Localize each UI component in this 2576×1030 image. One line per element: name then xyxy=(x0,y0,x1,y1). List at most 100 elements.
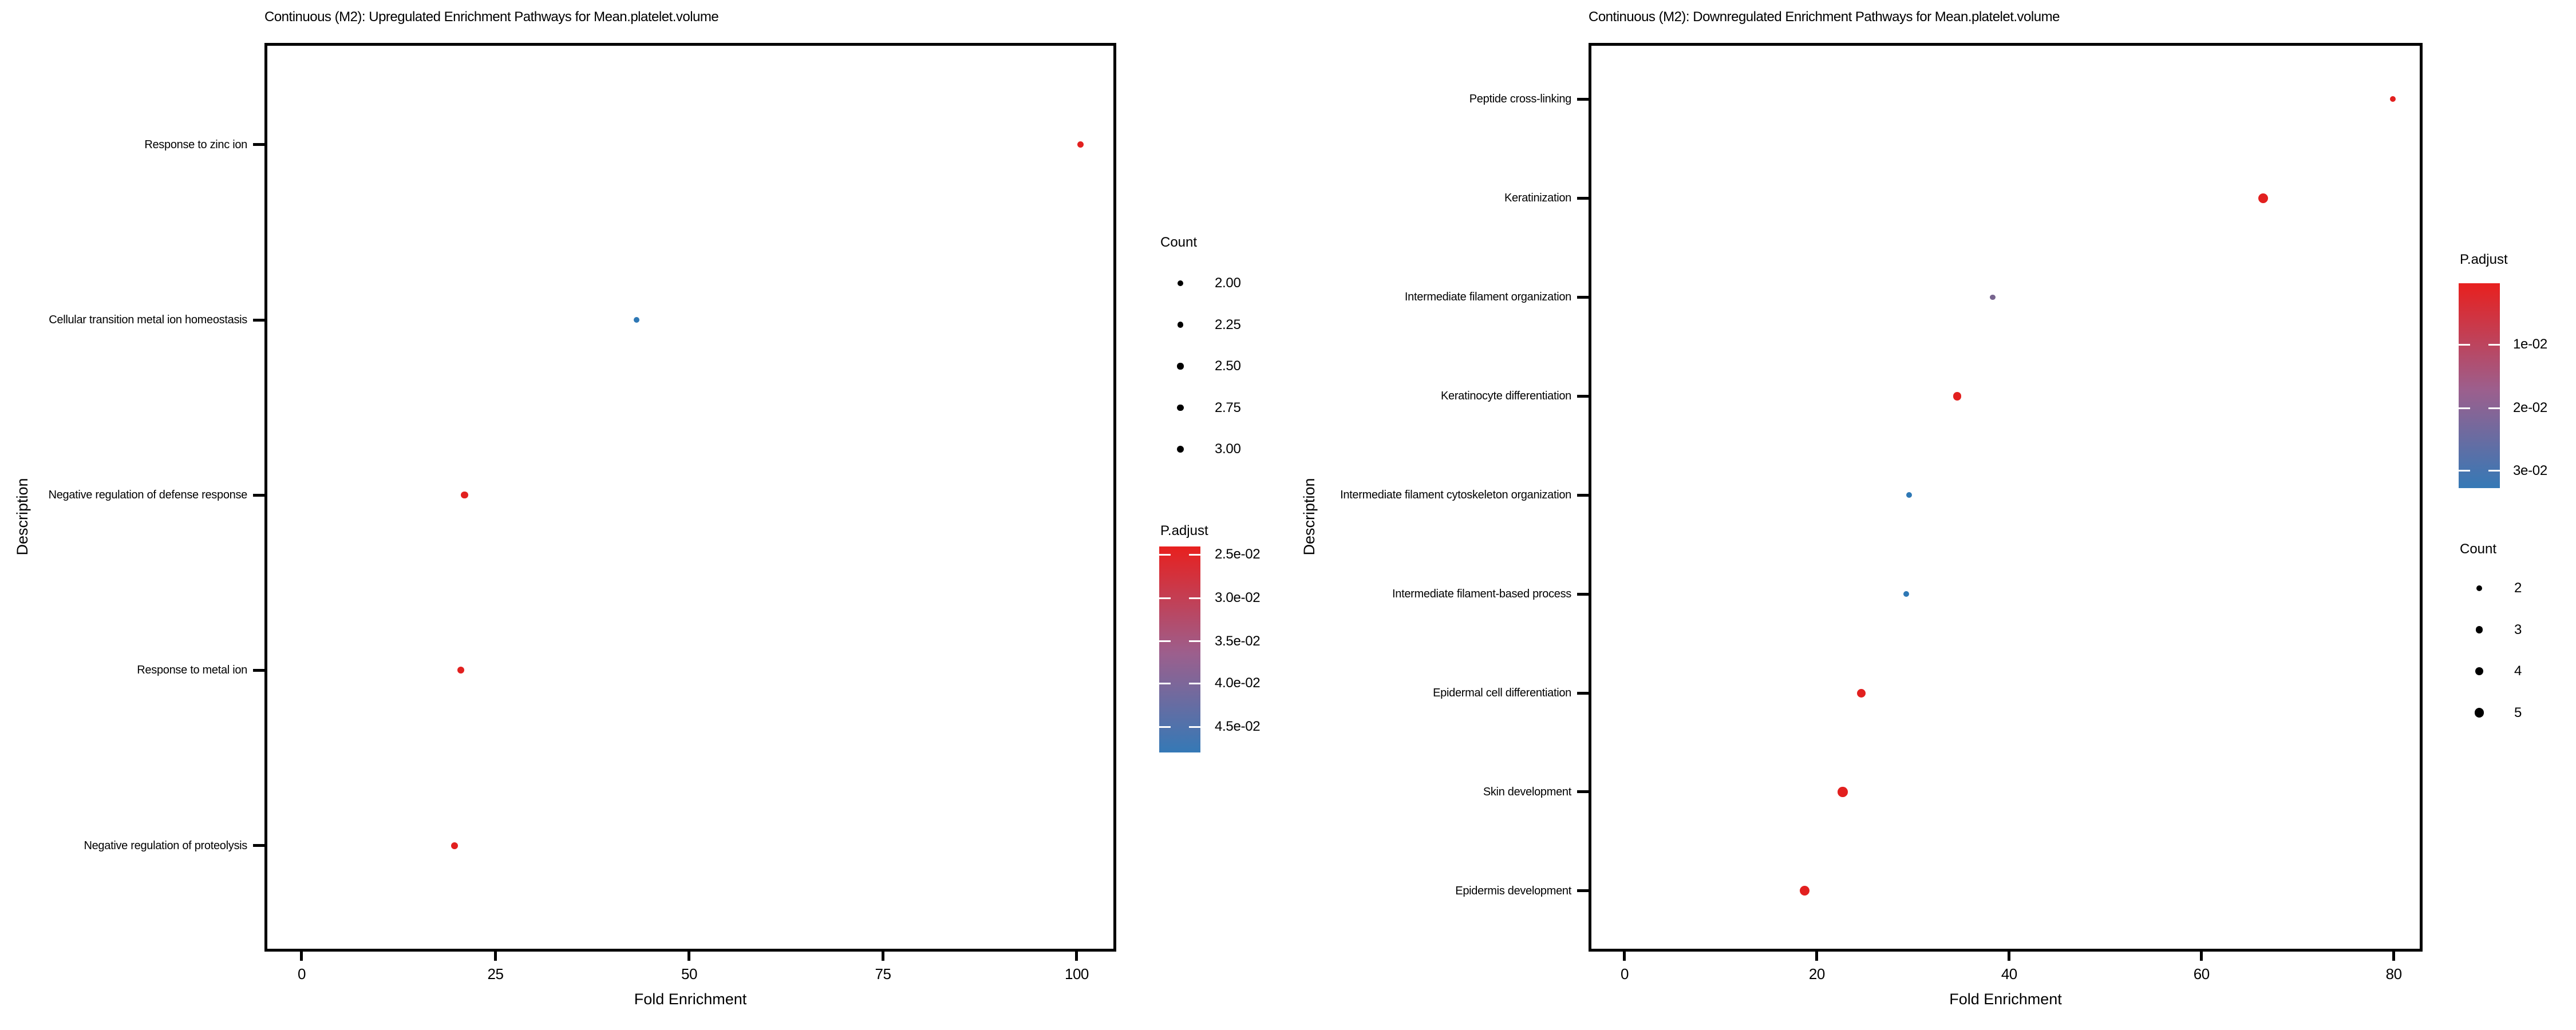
y-axis-tick xyxy=(253,493,264,497)
data-point xyxy=(1077,141,1084,148)
count-legend-dot xyxy=(1177,363,1184,370)
x-axis-tick xyxy=(1623,952,1626,961)
colorbar-tick xyxy=(1159,726,1171,728)
y-axis-tick xyxy=(1577,592,1589,596)
colorbar-tick-label: 2.5e-02 xyxy=(1215,546,1261,562)
count-legend-title: Count xyxy=(2460,541,2497,557)
category-label: Keratinocyte differentiation xyxy=(1440,390,1571,403)
y-axis-tick xyxy=(1577,295,1589,299)
colorbar-tick-label: 1e-02 xyxy=(2513,336,2547,352)
colorbar-tick-label: 3.0e-02 xyxy=(1215,590,1261,605)
count-legend-dot xyxy=(2476,585,2482,591)
x-tick-label: 100 xyxy=(1064,965,1089,983)
colorbar-tick xyxy=(1189,553,1200,556)
category-label: Response to zinc ion xyxy=(144,138,247,151)
x-axis-tick xyxy=(493,952,497,961)
x-axis-tick xyxy=(881,952,884,961)
colorbar-tick-label: 3.5e-02 xyxy=(1215,633,1261,649)
plot-panel xyxy=(1589,43,2423,952)
x-axis-tick xyxy=(300,952,303,961)
x-axis-tick xyxy=(2392,952,2396,961)
count-legend-label: 4 xyxy=(2514,663,2522,679)
x-tick-label: 60 xyxy=(2193,965,2210,983)
colorbar-tick xyxy=(1159,640,1171,643)
category-label: Negative regulation of defense response xyxy=(48,489,248,502)
colorbar-tick-label: 4.5e-02 xyxy=(1215,719,1261,734)
data-point xyxy=(2258,193,2268,203)
y-axis-tick xyxy=(1577,493,1589,497)
count-legend-label: 2.25 xyxy=(1215,316,1241,332)
count-legend-dot xyxy=(2475,626,2483,633)
count-legend-label: 2.75 xyxy=(1215,399,1241,415)
data-point xyxy=(2389,96,2396,102)
plot-title: Continuous (M2): Upregulated Enrichment … xyxy=(264,9,719,25)
y-axis-tick xyxy=(1577,889,1589,893)
y-axis-title: Description xyxy=(14,478,31,556)
x-tick-label: 75 xyxy=(875,965,891,983)
x-axis-tick xyxy=(688,952,691,961)
count-legend-dot xyxy=(1177,404,1184,411)
plot-title: Continuous (M2): Downregulated Enrichmen… xyxy=(1589,9,2060,25)
x-axis-tick xyxy=(1075,952,1078,961)
category-label: Skin development xyxy=(1483,785,1571,798)
y-axis-tick xyxy=(1577,196,1589,200)
colorbar-tick xyxy=(1189,597,1200,599)
category-label: Peptide cross-linking xyxy=(1469,93,1572,106)
padjust-legend-title: P.adjust xyxy=(2460,252,2508,267)
count-legend-dot xyxy=(1176,445,1184,453)
x-tick-label: 0 xyxy=(298,965,306,983)
y-axis-tick xyxy=(1577,691,1589,695)
x-axis-title: Fold Enrichment xyxy=(1949,991,2062,1008)
colorbar-tick xyxy=(1159,597,1171,599)
colorbar-tick xyxy=(2459,343,2470,346)
x-tick-label: 40 xyxy=(2001,965,2017,983)
category-label: Response to metal ion xyxy=(137,664,247,677)
colorbar-tick xyxy=(2459,407,2470,409)
category-label: Intermediate filament-based process xyxy=(1392,588,1571,601)
colorbar-tick xyxy=(2488,343,2500,346)
count-legend-title: Count xyxy=(1160,235,1198,250)
category-label: Intermediate filament cytoskeleton organ… xyxy=(1340,489,1571,502)
count-legend-label: 3.00 xyxy=(1215,441,1241,457)
colorbar-tick-label: 3e-02 xyxy=(2513,462,2547,478)
colorbar-tick xyxy=(1159,553,1171,556)
category-label: Cellular transition metal ion homeostasi… xyxy=(49,314,247,327)
x-tick-label: 20 xyxy=(1808,965,1825,983)
padjust-legend-title: P.adjust xyxy=(1160,523,1208,538)
count-legend-label: 2.00 xyxy=(1215,275,1241,291)
data-point xyxy=(1838,787,1848,797)
x-tick-label: 80 xyxy=(2385,965,2402,983)
y-axis-tick xyxy=(1577,790,1589,794)
y-axis-tick xyxy=(1577,97,1589,101)
category-label: Keratinization xyxy=(1504,192,1571,205)
y-axis-tick xyxy=(1577,394,1589,398)
data-point xyxy=(1903,591,1910,597)
data-point xyxy=(1990,294,1996,300)
data-point xyxy=(451,842,458,849)
x-tick-label: 0 xyxy=(1620,965,1629,983)
count-legend-label: 3 xyxy=(2514,621,2522,637)
data-point xyxy=(1906,492,1913,498)
data-point xyxy=(1953,392,1962,401)
count-legend-dot xyxy=(2474,708,2484,718)
y-axis-tick xyxy=(253,143,264,146)
count-legend-dot xyxy=(1178,280,1183,286)
x-axis-title: Fold Enrichment xyxy=(634,991,747,1008)
count-legend-label: 5 xyxy=(2514,704,2522,720)
colorbar-tick-label: 2e-02 xyxy=(2513,400,2547,416)
count-legend-dot xyxy=(2475,667,2484,676)
padjust-colorbar xyxy=(1159,546,1200,752)
x-axis-tick xyxy=(2200,952,2203,961)
category-label: Epidermis development xyxy=(1455,884,1571,897)
category-label: Epidermal cell differentiation xyxy=(1433,687,1571,700)
y-axis-title: Description xyxy=(1301,478,1318,556)
data-point xyxy=(1799,886,1809,896)
colorbar-tick xyxy=(2488,470,2500,472)
y-axis-tick xyxy=(253,318,264,322)
x-tick-label: 25 xyxy=(487,965,504,983)
count-legend-label: 2.50 xyxy=(1215,358,1241,374)
category-label: Intermediate filament organization xyxy=(1404,291,1571,304)
